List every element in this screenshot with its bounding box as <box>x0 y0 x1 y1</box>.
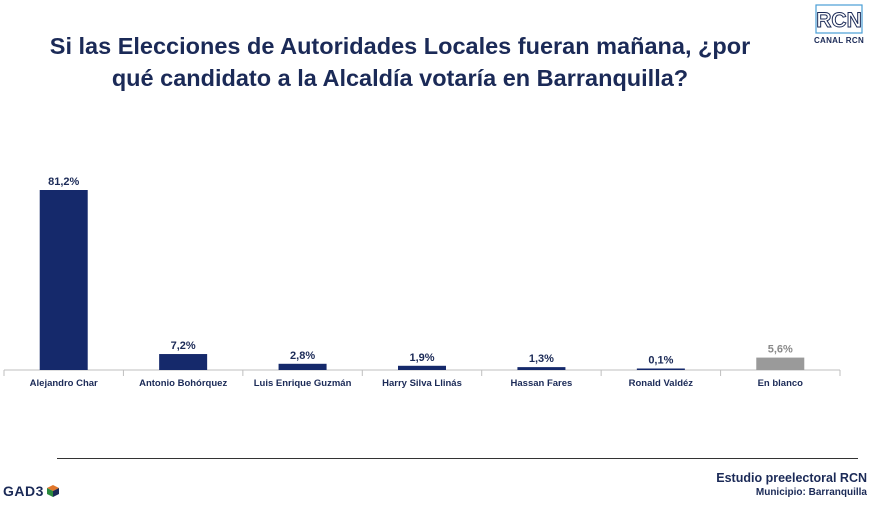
bar <box>278 363 327 370</box>
footer-divider <box>57 458 858 459</box>
title-line-2: qué candidato a la Alcaldía votaría en B… <box>111 65 689 91</box>
x-tick-label: Hassan Fares <box>511 378 573 389</box>
study-info: Estudio preelectoral RCN Municipio: Barr… <box>716 470 867 500</box>
data-label: 7,2% <box>171 340 196 352</box>
bar <box>517 367 566 370</box>
x-tick-label: Luis Enrique Guzmán <box>254 378 352 389</box>
x-tick-label: Harry Silva Llinás <box>382 378 462 389</box>
data-label: 2,8% <box>290 350 315 362</box>
x-tick-label: En blanco <box>758 378 804 389</box>
gad3-cube-icon <box>46 485 59 497</box>
data-label: 1,9% <box>409 352 434 364</box>
x-tick-label: Antonio Bohórquez <box>139 378 227 389</box>
data-label: 1,3% <box>529 353 554 365</box>
bar <box>636 368 685 370</box>
x-tick-label: Alejandro Char <box>30 378 98 389</box>
x-tick-label: Ronald Valdéz <box>629 378 694 389</box>
canal-rcn-logo: RCN CANAL RCN <box>806 4 872 50</box>
bar <box>398 365 446 370</box>
canal-rcn-text: CANAL RCN <box>813 36 865 45</box>
study-name: Estudio preelectoral RCN <box>716 471 867 485</box>
rcn-logo-mark: RCN <box>815 4 863 34</box>
gad3-logo-text: GAD3 <box>3 483 44 499</box>
municipality-label: Municipio: Barranquilla <box>755 487 867 498</box>
title-line-1: Si las Elecciones de Autoridades Locales… <box>49 33 751 59</box>
data-label: 5,6% <box>768 344 793 356</box>
bar <box>159 354 208 370</box>
rcn-logo-text: RCN <box>816 9 862 32</box>
gad3-logo: GAD3 <box>3 482 60 500</box>
data-label: 0,1% <box>648 355 673 367</box>
bar <box>756 357 805 370</box>
data-label: 81,2% <box>48 176 79 188</box>
chart-title: Si las Elecciones de Autoridades Locales… <box>20 30 780 94</box>
bar-chart: 81,2% Alejandro Char 7,2% Antonio Bohórquez… <box>3 176 841 389</box>
bar <box>39 190 88 370</box>
